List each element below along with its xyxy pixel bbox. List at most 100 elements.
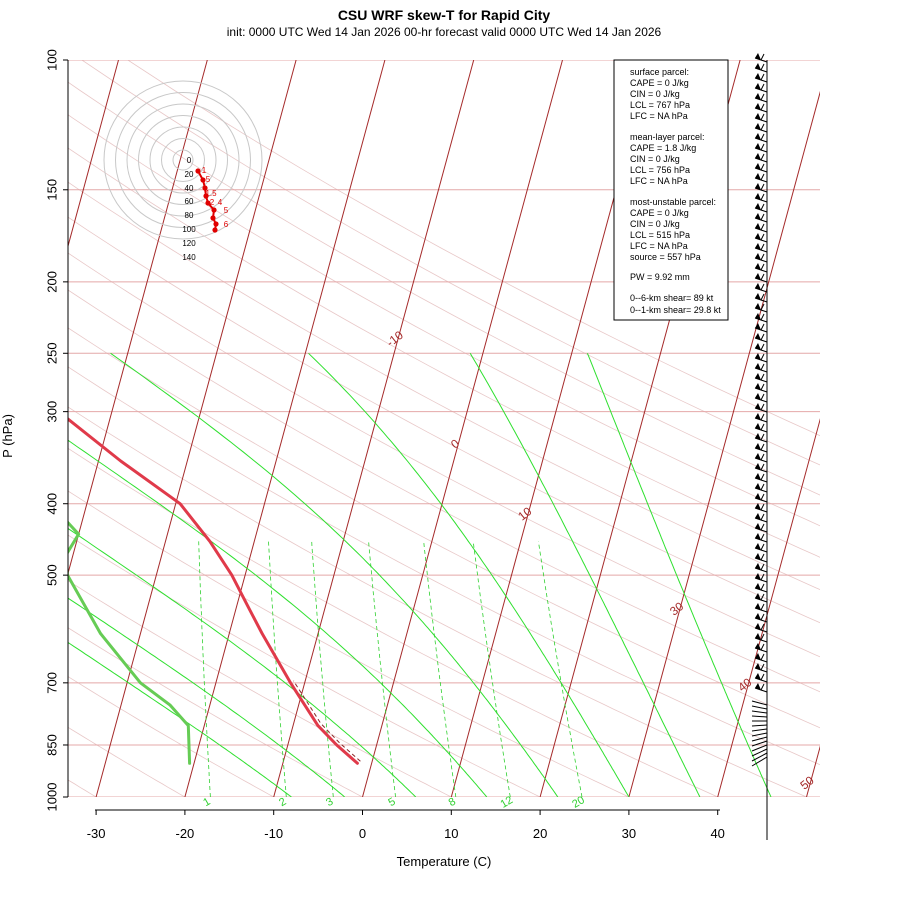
wind-barb bbox=[754, 643, 768, 653]
wind-barb bbox=[754, 453, 768, 463]
hodograph-ring-label: 60 bbox=[185, 197, 194, 206]
wind-barb bbox=[754, 123, 768, 133]
hodograph-height-label: 2 bbox=[210, 198, 215, 207]
y-tick-label: 500 bbox=[45, 564, 60, 586]
hodograph-ring bbox=[103, 80, 263, 240]
y-tick-label: 250 bbox=[45, 342, 60, 364]
temperature-profile bbox=[68, 417, 359, 765]
axis-layer: 1 2 3 5 8 12 20-100103040501001502002503004005… bbox=[45, 49, 817, 841]
x-tick-label: 30 bbox=[622, 826, 636, 841]
wind-barb bbox=[754, 533, 768, 543]
hodograph-ring bbox=[149, 126, 217, 194]
x-tick-label: -30 bbox=[87, 826, 106, 841]
moist-adiabat bbox=[308, 352, 630, 797]
isotherm-line bbox=[895, 60, 900, 797]
wind-barb bbox=[754, 113, 768, 123]
mixing-ratio-label: 1 bbox=[201, 796, 212, 809]
x-tick-label: 40 bbox=[710, 826, 724, 841]
dewpoint-profile bbox=[68, 520, 192, 765]
isotherm-line bbox=[362, 60, 563, 797]
wind-barb bbox=[754, 183, 768, 193]
wind-barb bbox=[754, 233, 768, 243]
wind-barb bbox=[754, 443, 768, 453]
wind-barb bbox=[754, 323, 768, 333]
wind-barb bbox=[754, 413, 768, 423]
wind-barb bbox=[754, 503, 768, 513]
hodograph-point bbox=[195, 168, 201, 174]
y-tick-label: 400 bbox=[45, 493, 60, 515]
mu-parcel-heading: most-unstable parcel: bbox=[630, 197, 716, 207]
surface-lcl: LCL = 767 hPa bbox=[630, 100, 690, 110]
wind-barb bbox=[754, 103, 768, 113]
wind-barb bbox=[754, 573, 768, 583]
isotherm-line bbox=[717, 418, 820, 797]
hodograph-point bbox=[211, 207, 217, 213]
wind-barb bbox=[754, 623, 768, 633]
wind-barb bbox=[754, 263, 768, 273]
wind-barb-low bbox=[751, 732, 768, 737]
mu-source: source = 557 hPa bbox=[630, 252, 701, 262]
wind-barb bbox=[754, 353, 768, 363]
wind-barb bbox=[754, 563, 768, 573]
mean-cin: CIN = 0 J/kg bbox=[630, 154, 680, 164]
wind-barb-low bbox=[751, 756, 768, 767]
isotherm-line bbox=[628, 90, 820, 797]
wind-barb bbox=[754, 663, 768, 673]
wind-barb bbox=[754, 303, 768, 313]
hodograph-ring bbox=[172, 149, 194, 171]
wind-barb bbox=[754, 193, 768, 203]
wind-barb-low bbox=[751, 748, 768, 757]
hodograph-height-label: 1.5 bbox=[205, 189, 217, 198]
wind-barb bbox=[754, 673, 768, 683]
isotherm-line bbox=[68, 60, 119, 249]
wind-barb bbox=[754, 313, 768, 323]
y-tick-label: 850 bbox=[45, 734, 60, 756]
moist-adiabat bbox=[586, 353, 772, 797]
hodograph-ring-label: 20 bbox=[185, 170, 194, 179]
wind-barb bbox=[754, 423, 768, 433]
mixing-ratio-line bbox=[268, 541, 287, 797]
wind-barb bbox=[754, 253, 768, 263]
wind-barb bbox=[754, 463, 768, 473]
wind-barb bbox=[754, 393, 768, 403]
mu-cape: CAPE = 0 J/kg bbox=[630, 208, 689, 218]
wind-barb bbox=[754, 603, 768, 613]
wind-barb bbox=[754, 523, 768, 533]
parcel-info-border bbox=[613, 59, 729, 321]
wind-barb bbox=[754, 213, 768, 223]
hodograph-height-label: 4 bbox=[218, 198, 223, 207]
hodograph-height-label: 6 bbox=[224, 220, 229, 229]
isotherm-line bbox=[95, 60, 297, 797]
wind-barb bbox=[754, 93, 768, 103]
mixing-ratio-line bbox=[472, 541, 511, 797]
hodograph-point bbox=[213, 221, 219, 227]
chart-title: CSU WRF skew-T for Rapid City bbox=[338, 7, 551, 23]
surface-lfc: LFC = NA hPa bbox=[630, 111, 688, 121]
mixing-ratio-line bbox=[538, 541, 583, 797]
wind-barb bbox=[754, 553, 768, 563]
hodograph-height-label: 5 bbox=[206, 175, 211, 184]
wind-barb-low bbox=[751, 724, 768, 727]
precipitable-water: PW = 9.92 mm bbox=[630, 272, 690, 282]
wind-barb-low bbox=[751, 700, 768, 706]
wind-barb-low bbox=[751, 705, 768, 710]
isotherm-line bbox=[184, 60, 386, 797]
isotherm-line bbox=[68, 60, 208, 576]
wind-barb bbox=[754, 243, 768, 253]
y-axis-label: P (hPa) bbox=[0, 414, 15, 458]
y-tick-label: 150 bbox=[45, 179, 60, 201]
mixing-ratio-label: 5 bbox=[386, 796, 397, 809]
wind-barb bbox=[754, 473, 768, 483]
mean-lcl: LCL = 756 hPa bbox=[630, 165, 690, 175]
mixing-ratio-line bbox=[198, 541, 211, 797]
moist-adiabat bbox=[469, 353, 701, 797]
mu-lfc: LFC = NA hPa bbox=[630, 241, 688, 251]
mu-cin: CIN = 0 J/kg bbox=[630, 219, 680, 229]
mean-cape: CAPE = 1.8 J/kg bbox=[630, 143, 696, 153]
parcel-path bbox=[293, 680, 361, 762]
mixing-ratio-label: 2 bbox=[277, 796, 288, 809]
chart-subtitle: init: 0000 UTC Wed 14 Jan 2026 00-hr for… bbox=[227, 25, 662, 39]
wind-barb bbox=[754, 543, 768, 553]
